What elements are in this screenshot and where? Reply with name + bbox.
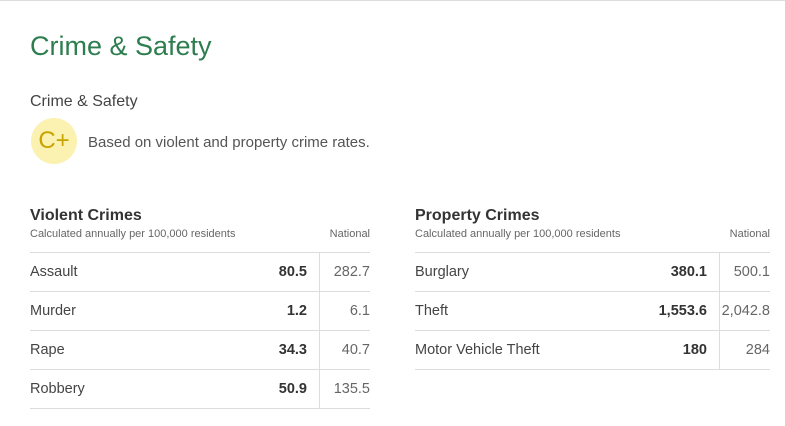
- national-value: 2,042.8: [721, 303, 770, 319]
- grade-badge: C+: [31, 118, 77, 164]
- table-title: Violent Crimes: [30, 207, 142, 224]
- crime-label: Robbery: [30, 381, 85, 397]
- national-header: National: [729, 228, 770, 240]
- local-value: 380.1: [671, 253, 720, 291]
- crime-label: Burglary: [415, 264, 469, 280]
- page-title: Crime & Safety: [30, 31, 212, 61]
- local-value: 1,553.6: [659, 292, 720, 330]
- local-value: 180: [683, 331, 720, 369]
- grade-description: Based on violent and property crime rate…: [88, 134, 370, 151]
- crime-label: Theft: [415, 303, 449, 319]
- local-value: 1.2: [287, 292, 320, 330]
- table-row: Murder 1.2 6.1: [30, 292, 370, 331]
- table-caption: Calculated annually per 100,000 resident…: [30, 228, 236, 240]
- national-value: 500.1: [733, 264, 770, 280]
- table-row: Robbery 50.9 135.5: [30, 370, 370, 409]
- crime-label: Murder: [30, 303, 76, 319]
- table-row: Burglary 380.1 500.1: [415, 253, 770, 292]
- crime-label: Assault: [30, 264, 78, 280]
- national-value: 135.5: [333, 381, 370, 397]
- table-caption: Calculated annually per 100,000 resident…: [415, 228, 621, 240]
- local-value: 50.9: [279, 370, 320, 408]
- local-value: 80.5: [279, 253, 320, 291]
- national-value: 40.7: [341, 342, 370, 358]
- national-value: 282.7: [333, 264, 370, 280]
- table-title: Property Crimes: [415, 207, 540, 224]
- national-value: 6.1: [349, 303, 370, 319]
- table-row: Rape 34.3 40.7: [30, 331, 370, 370]
- section-subtitle: Crime & Safety: [30, 93, 138, 110]
- national-value: 284: [745, 342, 770, 358]
- violent-crimes-table: Violent Crimes Calculated annually per 1…: [30, 207, 370, 409]
- crime-label: Rape: [30, 342, 65, 358]
- national-header: National: [329, 228, 370, 240]
- property-crimes-table: Property Crimes Calculated annually per …: [415, 207, 770, 370]
- local-value: 34.3: [279, 331, 320, 369]
- table-row: Assault 80.5 282.7: [30, 253, 370, 292]
- crime-label: Motor Vehicle Theft: [415, 342, 540, 358]
- table-row: Motor Vehicle Theft 180 284: [415, 331, 770, 370]
- table-row: Theft 1,553.6 2,042.8: [415, 292, 770, 331]
